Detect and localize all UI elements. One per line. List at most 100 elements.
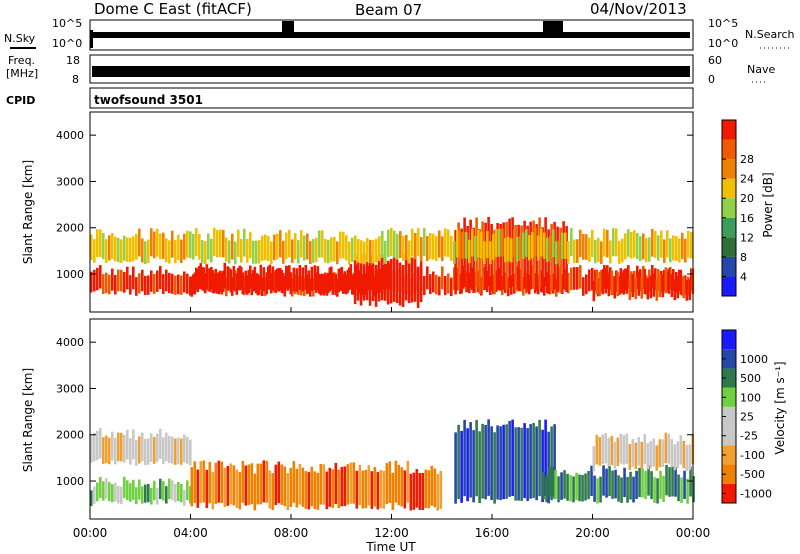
- range-time-cell: [426, 236, 429, 261]
- range-time-cell: [633, 270, 636, 293]
- range-time-cell: [576, 267, 579, 290]
- range-time-cell: [201, 267, 204, 290]
- range-time-cell: [291, 278, 294, 297]
- power-data-marks: [90, 216, 695, 309]
- range-time-cell: [386, 260, 390, 305]
- colorbar-tick-label: 20: [740, 192, 754, 205]
- cpid-label: CPID: [6, 94, 35, 107]
- range-time-cell: [565, 226, 568, 293]
- range-time-cell: [283, 276, 287, 297]
- velocity-colorbar-title: Velocity [m s⁻¹]: [773, 361, 787, 454]
- colorbar-segment: [722, 483, 736, 503]
- range-time-cell: [342, 231, 345, 259]
- range-time-cell: [679, 435, 683, 465]
- range-time-cell: [93, 486, 96, 504]
- range-time-cell: [435, 274, 438, 295]
- range-time-cell: [102, 481, 105, 501]
- range-time-cell: [590, 465, 593, 496]
- range-time-cell: [505, 424, 508, 499]
- range-time-cell: [465, 271, 468, 293]
- range-time-cell: [211, 270, 215, 293]
- range-time-cell: [276, 268, 279, 291]
- range-time-cell: [644, 470, 647, 500]
- range-time-cell: [438, 276, 441, 296]
- range-time-cell: [385, 264, 389, 290]
- range-time-cell: [532, 220, 535, 289]
- range-time-cell: [427, 470, 431, 509]
- range-time-cell: [318, 273, 321, 294]
- range-time-cell: [340, 466, 344, 507]
- range-time-cell: [141, 269, 144, 292]
- range-time-cell: [423, 275, 426, 296]
- range-time-cell: [174, 484, 177, 503]
- range-time-cell: [361, 274, 365, 296]
- range-time-cell: [330, 237, 333, 262]
- range-time-cell: [99, 229, 102, 258]
- range-time-cell: [561, 274, 564, 294]
- range-time-cell: [171, 480, 174, 501]
- colorbar-segment: [722, 256, 736, 277]
- range-time-cell: [258, 240, 261, 264]
- range-time-cell: [339, 268, 342, 291]
- range-time-cell: [349, 462, 353, 504]
- range-time-cell: [352, 273, 356, 295]
- colorbar-tick-label: -1000: [740, 487, 772, 500]
- range-time-cell: [682, 275, 686, 299]
- colorbar-segment: [722, 178, 736, 199]
- range-time-cell: [567, 273, 570, 294]
- range-time-cell: [489, 241, 492, 265]
- range-time-cell: [556, 226, 559, 293]
- range-time-cell: [395, 258, 399, 304]
- range-time-cell: [171, 273, 174, 294]
- range-time-cell: [604, 433, 608, 464]
- range-time-cell: [246, 275, 249, 295]
- range-time-cell: [607, 437, 611, 467]
- range-time-cell: [351, 237, 354, 262]
- range-time-cell: [673, 279, 677, 301]
- colorbar-segment: [722, 237, 736, 257]
- range-time-cell: [675, 271, 678, 293]
- range-time-cell: [492, 274, 495, 295]
- range-time-cell: [117, 237, 120, 263]
- range-time-cell: [601, 269, 605, 295]
- range-time-cell: [165, 432, 168, 462]
- range-time-cell: [117, 269, 120, 292]
- noise-trace: [90, 21, 690, 48]
- range-time-cell: [413, 256, 417, 302]
- range-time-cell: [435, 236, 438, 262]
- range-time-cell: [319, 274, 323, 296]
- range-time-cell: [603, 228, 606, 257]
- range-time-cell: [234, 241, 237, 265]
- freq-label-line2: [MHz]: [6, 67, 38, 80]
- cpid-value: twofsound 3501: [94, 93, 203, 107]
- range-time-cell: [678, 269, 681, 292]
- range-time-cell: [150, 270, 153, 292]
- range-time-cell: [402, 235, 405, 261]
- range-time-cell: [280, 464, 284, 505]
- range-time-cell: [423, 227, 426, 257]
- range-time-cell: [105, 239, 108, 263]
- range-time-cell: [117, 486, 120, 504]
- range-time-cell: [249, 231, 252, 259]
- range-time-cell: [441, 266, 444, 290]
- range-time-cell: [517, 224, 520, 292]
- range-time-cell: [496, 425, 499, 500]
- range-time-cell: [592, 280, 596, 302]
- range-time-cell: [342, 273, 345, 294]
- range-time-cell: [585, 234, 588, 260]
- range-time-cell: [244, 270, 248, 294]
- range-time-cell: [587, 471, 590, 500]
- range-time-cell: [647, 465, 650, 496]
- range-time-cell: [676, 276, 680, 299]
- range-time-cell: [198, 265, 201, 290]
- range-time-cell: [301, 467, 305, 507]
- range-time-cell: [658, 273, 662, 298]
- range-time-cell: [327, 239, 330, 264]
- range-time-cell: [111, 431, 114, 461]
- range-time-cell: [480, 231, 483, 259]
- range-time-cell: [507, 277, 510, 297]
- range-time-cell: [93, 432, 96, 462]
- range-time-cell: [156, 433, 159, 462]
- range-time-cell: [135, 277, 138, 296]
- range-time-cell: [610, 270, 614, 296]
